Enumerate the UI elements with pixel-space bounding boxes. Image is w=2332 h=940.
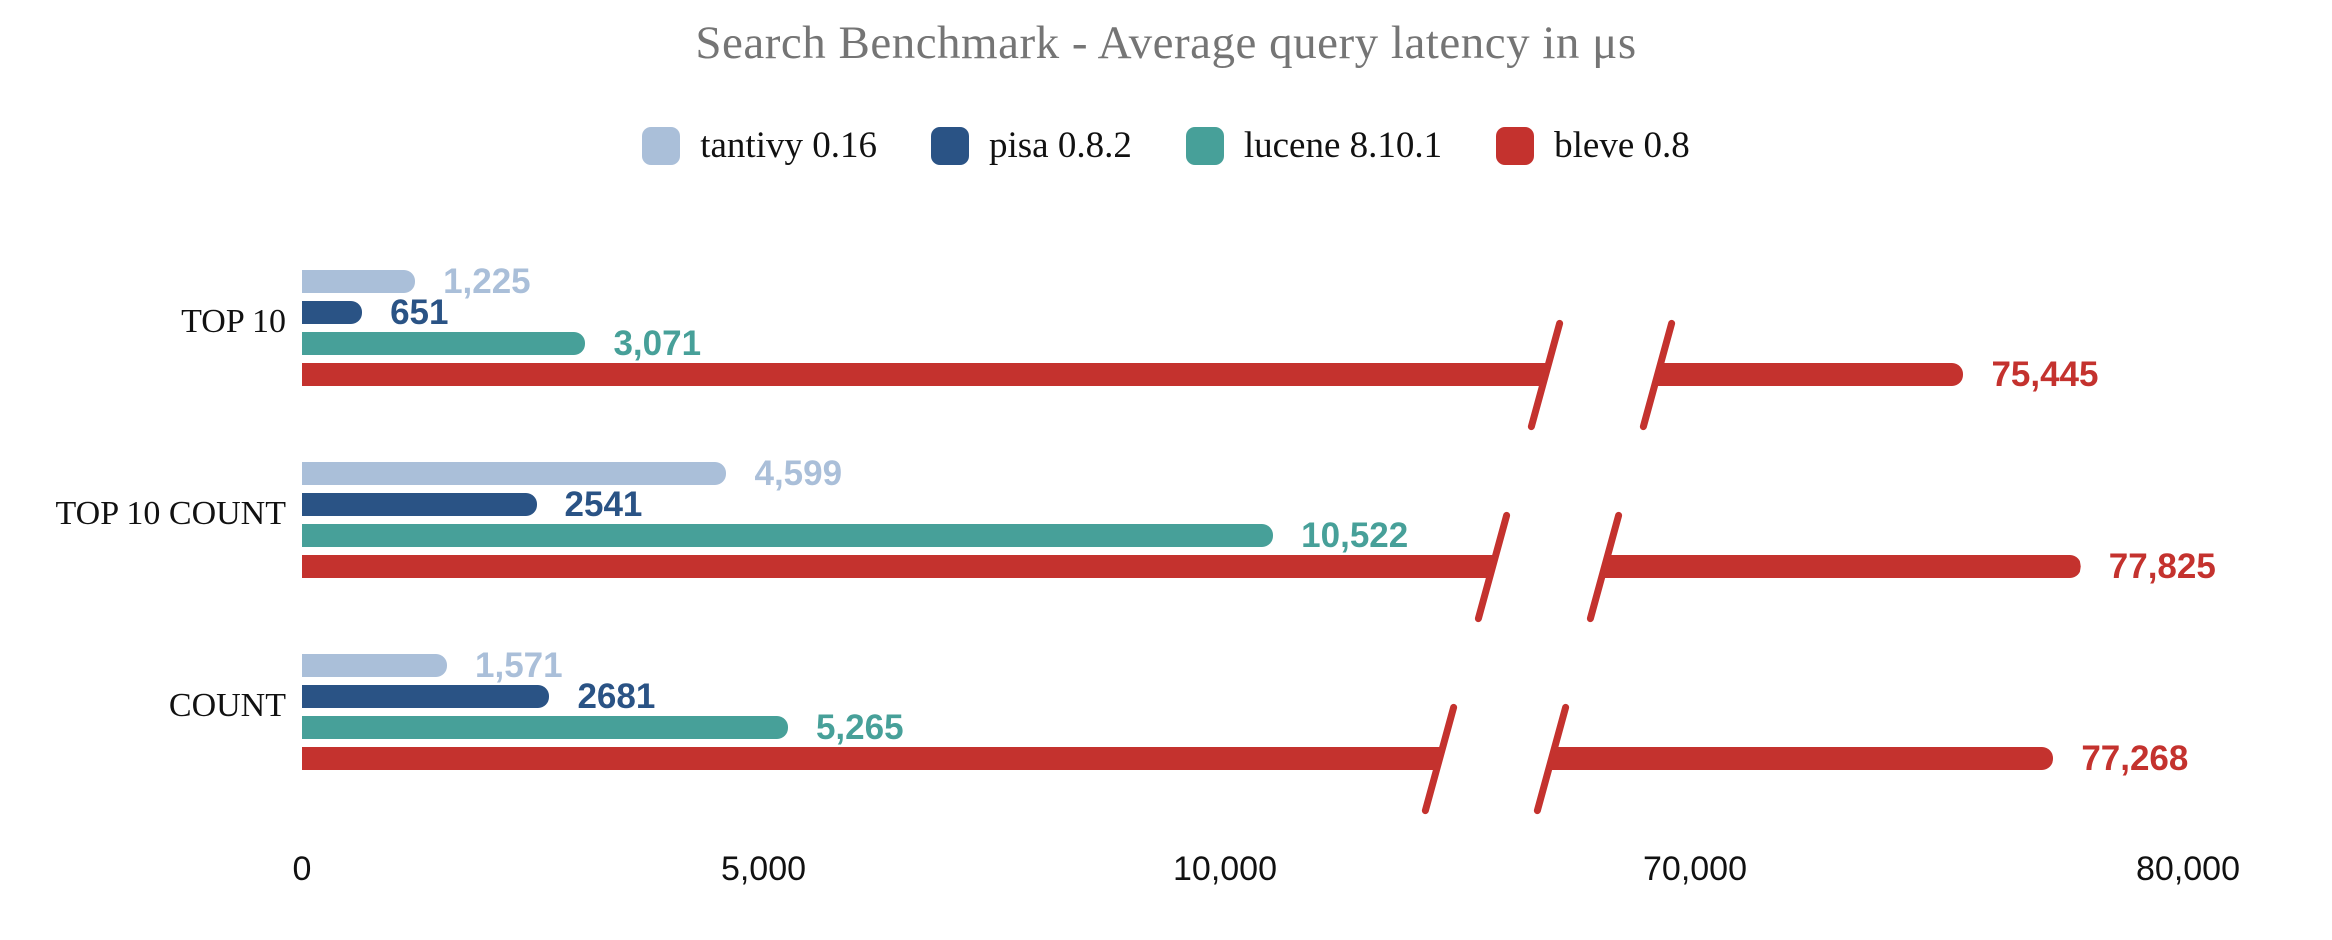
category-label-count: COUNT <box>168 687 286 724</box>
legend-item-pisa-0-8-2: pisa 0.8.2 <box>930 124 1132 167</box>
value-label-tantivy-0-16-top-10-count: 4,599 <box>754 453 843 493</box>
legend-label-lucene-8-10-1: lucene 8.10.1 <box>1243 125 1443 166</box>
bar-bleve-0-8-top-10-left-segment <box>302 363 1549 386</box>
value-label-tantivy-0-16-count: 1,571 <box>475 645 563 685</box>
bar-pisa-0-8-2-top-10 <box>302 301 363 324</box>
bar-lucene-8-10-1-top-10-count <box>302 524 1274 547</box>
legend-item-bleve-0-8: bleve 0.8 <box>1496 124 1690 167</box>
value-label-bleve-0-8-top-10-count: 77,825 <box>2108 546 2216 586</box>
bar-bleve-0-8-top-10-count-right-segment <box>1600 555 2080 578</box>
value-label-lucene-8-10-1-count: 5,265 <box>815 707 904 747</box>
bar-bleve-0-8-top-10-count-left-segment <box>302 555 1496 578</box>
legend-swatch-icon-tantivy-0-16 <box>642 126 681 165</box>
legend-swatch-icon-lucene-8-10-1 <box>1185 126 1224 165</box>
chart-title: Search Benchmark - Average query latency… <box>695 17 1637 69</box>
x-tick-10-000: 10,000 <box>1173 850 1277 888</box>
bar-bleve-0-8-top-10-right-segment <box>1653 363 1963 386</box>
bar-lucene-8-10-1-count <box>302 716 788 739</box>
category-label-top-10: TOP 10 <box>181 303 286 340</box>
x-tick-0: 0 <box>292 850 312 888</box>
bar-tantivy-0-16-top-10 <box>302 270 416 293</box>
legend: tantivy 0.16 pisa 0.8.2 lucene 8.10.1 bleve… <box>0 124 2332 167</box>
legend-label-tantivy-0-16: tantivy 0.16 <box>700 125 877 166</box>
value-label-pisa-0-8-2-count: 2681 <box>577 676 656 716</box>
bar-tantivy-0-16-top-10-count <box>302 462 727 485</box>
value-label-pisa-0-8-2-top-10: 651 <box>390 292 449 332</box>
category-label-top-10-count: TOP 10 COUNT <box>55 495 286 532</box>
bar-pisa-0-8-2-count <box>302 685 550 708</box>
bar-bleve-0-8-count-right-segment <box>1548 747 2053 770</box>
value-label-lucene-8-10-1-top-10: 3,071 <box>613 323 702 363</box>
x-tick-80-000: 80,000 <box>2136 850 2240 888</box>
value-label-tantivy-0-16-top-10: 1,225 <box>443 261 531 301</box>
bar-tantivy-0-16-count <box>302 654 447 677</box>
value-label-lucene-8-10-1-top-10-count: 10,522 <box>1301 515 1409 555</box>
bar-bleve-0-8-count-left-segment <box>302 747 1444 770</box>
legend-swatch-icon-bleve-0-8 <box>1496 126 1535 165</box>
bar-lucene-8-10-1-top-10 <box>302 332 586 355</box>
x-tick-5-000: 5,000 <box>720 850 807 888</box>
bar-pisa-0-8-2-top-10-count <box>302 493 537 516</box>
legend-label-pisa-0-8-2: pisa 0.8.2 <box>988 125 1132 166</box>
legend-item-lucene-8-10-1: lucene 8.10.1 <box>1185 124 1443 167</box>
value-label-bleve-0-8-top-10: 75,445 <box>1991 354 2099 394</box>
x-tick-70-000: 70,000 <box>1643 850 1747 888</box>
value-label-pisa-0-8-2-top-10-count: 2541 <box>564 484 643 524</box>
legend-swatch-icon-pisa-0-8-2 <box>930 126 969 165</box>
legend-item-tantivy-0-16: tantivy 0.16 <box>642 124 877 167</box>
value-label-bleve-0-8-count: 77,268 <box>2081 738 2189 778</box>
legend-label-bleve-0-8: bleve 0.8 <box>1554 125 1690 166</box>
